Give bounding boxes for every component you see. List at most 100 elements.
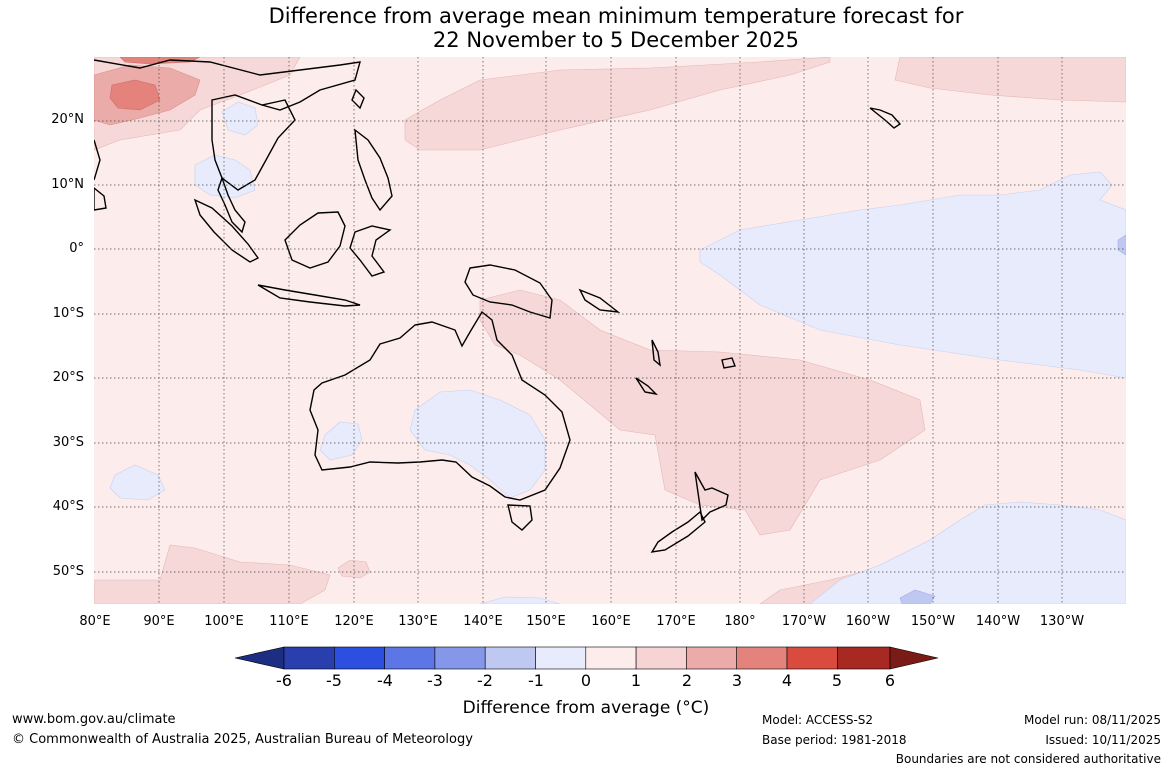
colorbar-segment--3--2 (434, 646, 486, 670)
copyright-text: © Commonwealth of Australia 2025, Austra… (12, 732, 473, 747)
coastline-malay-peninsula (217, 175, 246, 234)
lon-label-110e: 110°E (269, 614, 309, 629)
anomaly-region-hotter-china (109, 79, 161, 111)
lat-label-10n: 10°N (51, 177, 84, 192)
colorbar-tick-label: -2 (477, 671, 493, 690)
colorbar-segment--2--1 (484, 646, 536, 670)
colorbar-tick-label: 1 (630, 671, 642, 690)
lon-label-120e: 120°E (334, 614, 374, 629)
coastline-new-caledonia (635, 377, 659, 396)
lat-label-0: 0° (69, 241, 84, 256)
colorbar-segment--1-0 (535, 646, 587, 670)
anomaly-region-cool-equatorial-pacific (699, 171, 1126, 379)
colorbar-segment-5-6 (836, 646, 891, 670)
lat-label-50s: 50°S (52, 564, 84, 579)
coastline-vanuatu (651, 339, 661, 367)
colorbar-title: Difference from average (°C) (462, 698, 710, 718)
colorbar-extend-low (234, 646, 285, 670)
colorbar-tick-label: 2 (681, 671, 693, 690)
anomaly-region-colder-spot (899, 589, 936, 604)
coastline-sumatra (193, 198, 260, 263)
anomaly-region-hotter-top (119, 57, 201, 65)
anomaly-region-warm-north-pacific (404, 57, 831, 151)
coastline-new-zealand-south (650, 510, 706, 553)
website-link[interactable]: www.bom.gov.au/climate (12, 712, 176, 727)
colorbar-tick-label: -6 (276, 671, 292, 690)
colorbar-tick-label: -3 (427, 671, 443, 690)
lon-label-130e: 130°E (398, 614, 438, 629)
lat-label-30s: 30°S (52, 435, 84, 450)
base-period: Base period: 1981-2018 (762, 733, 907, 747)
coastline-sulawesi (349, 225, 392, 277)
map-title-line-1: Difference from average mean minimum tem… (268, 4, 964, 28)
colorbar-segment--5--4 (333, 646, 385, 670)
anomaly-region-warm-south (94, 544, 331, 604)
colorbar-tick-label: 3 (731, 671, 743, 690)
colorbar-segment-0-1 (585, 646, 637, 670)
colorbar (234, 646, 939, 670)
colorbar-tick-label: -5 (326, 671, 342, 690)
colorbar-tick-label: 6 (884, 671, 896, 690)
anomaly-region-warm-ne (894, 57, 1126, 103)
colorbar-segment-4-5 (786, 646, 838, 670)
coastline-australia (309, 310, 571, 501)
colorbar-tick-label: -4 (377, 671, 393, 690)
coastline-sri-lanka (94, 187, 107, 211)
coastline-taiwan (351, 88, 365, 110)
colorbar-tick-label: 5 (831, 671, 843, 690)
coastline-borneo (284, 211, 346, 269)
coastline-asia-mainland (94, 59, 361, 111)
anomaly-region-cool-southeast-asia (194, 154, 256, 199)
boundaries-note: Boundaries are not considered authoritat… (895, 752, 1161, 766)
colorbar-extend-high (889, 646, 939, 670)
lon-label-140e: 140°E (463, 614, 503, 629)
lat-label-20s: 20°S (52, 370, 84, 385)
lon-label-180: 180° (724, 614, 756, 629)
anomaly-region-cool-southern-ocean (809, 501, 1126, 604)
coastline-india-east (94, 139, 101, 181)
lon-label-150w: 150°W (910, 614, 956, 629)
lon-label-170e: 170°E (656, 614, 696, 629)
colorbar-tick-label: 4 (781, 671, 793, 690)
lon-label-100e: 100°E (204, 614, 244, 629)
coastline-tasmania (507, 504, 533, 531)
lon-label-160w: 160°W (845, 614, 891, 629)
model-name: Model: ACCESS-S2 (762, 713, 874, 727)
anomaly-region-cool-indochina (221, 101, 259, 136)
lon-label-170w: 170°W (781, 614, 827, 629)
anomaly-region-cool-western-australia (319, 421, 363, 461)
anomaly-region-warm-south-pacific (479, 289, 926, 536)
coastline-fiji (721, 357, 736, 369)
lat-label-40s: 40°S (52, 499, 84, 514)
coastlines (94, 59, 902, 553)
colorbar-segment-3-4 (736, 646, 788, 670)
colorbar-segment-1-2 (635, 646, 687, 670)
lat-label-20n: 20°N (51, 112, 84, 127)
graticule (94, 57, 1126, 604)
anomaly-region-cool-south (479, 596, 561, 604)
coastline-hawaii (869, 107, 902, 129)
colorbar-tick-label: -1 (528, 671, 544, 690)
lon-label-150e: 150°E (526, 614, 566, 629)
coastline-solomons (578, 288, 621, 313)
colorbar-segment--6--5 (283, 646, 335, 670)
lon-label-130w: 130°W (1039, 614, 1085, 629)
colorbar-segment-2-3 (686, 646, 738, 670)
lon-label-160e: 160°E (591, 614, 631, 629)
lon-label-140w: 140°W (975, 614, 1021, 629)
coastline-new-guinea (464, 264, 553, 319)
model-run-date: Model run: 08/11/2025 (1023, 713, 1161, 727)
lon-label-80e: 80°E (79, 614, 111, 629)
issued-date: Issued: 10/11/2025 (1045, 733, 1161, 747)
colorbar-tick-label: 0 (580, 671, 592, 690)
coastline-java (257, 284, 361, 307)
lon-label-90e: 90°E (143, 614, 175, 629)
coastline-philippines (354, 128, 393, 212)
anomaly-region-cool-indian-ocean (109, 464, 166, 501)
lat-label-10s: 10°S (52, 306, 84, 321)
map-title-line-2: 22 November to 5 December 2025 (432, 28, 800, 52)
anomaly-region-cool-australia (409, 389, 546, 499)
anomaly-field (94, 57, 1126, 604)
anomaly-region-colder-east (1117, 234, 1126, 256)
